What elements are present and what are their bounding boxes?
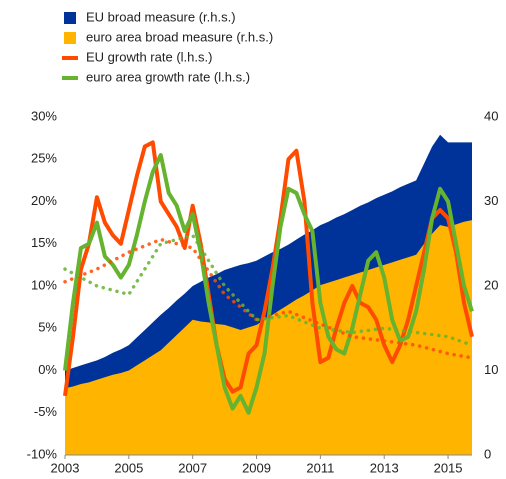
dotted-line: [63, 233, 474, 347]
x-tick-label: 2009: [242, 460, 271, 475]
y-tick-label: 30%: [31, 108, 57, 123]
y-tick-label: 0%: [38, 362, 57, 377]
x-tick-label: 2011: [306, 460, 334, 475]
line: [63, 153, 474, 415]
area: [65, 220, 472, 455]
y-tick-label: 20%: [31, 193, 57, 208]
legend-label: euro area broad measure (r.h.s.): [86, 29, 273, 44]
x-tick-label: 2005: [114, 460, 143, 475]
y-tick-label: 5%: [38, 320, 57, 335]
y-tick-label: -10%: [27, 446, 58, 461]
y-tick-label: 15%: [31, 235, 57, 250]
y-tick-label: 25%: [31, 151, 57, 166]
y2-tick-label: 0: [484, 446, 491, 461]
y-tick-label: 10%: [31, 277, 57, 292]
y2-tick-label: 40: [484, 108, 498, 123]
y-tick-label: -5%: [34, 404, 58, 419]
y2-tick-label: 20: [484, 277, 498, 292]
y2-tick-label: 30: [484, 193, 498, 208]
x-tick-label: 2007: [178, 460, 207, 475]
legend-label: EU broad measure (r.h.s.): [86, 9, 236, 24]
y2-tick-label: 10: [484, 362, 498, 377]
x-tick-label: 2013: [370, 460, 399, 475]
legend-swatch: [64, 12, 76, 24]
x-tick-label: 2003: [51, 460, 80, 475]
legend-label: EU growth rate (l.h.s.): [86, 49, 212, 64]
x-tick-label: 2015: [434, 460, 463, 475]
legend-label: euro area growth rate (l.h.s.): [86, 69, 250, 84]
legend-swatch: [64, 32, 76, 44]
